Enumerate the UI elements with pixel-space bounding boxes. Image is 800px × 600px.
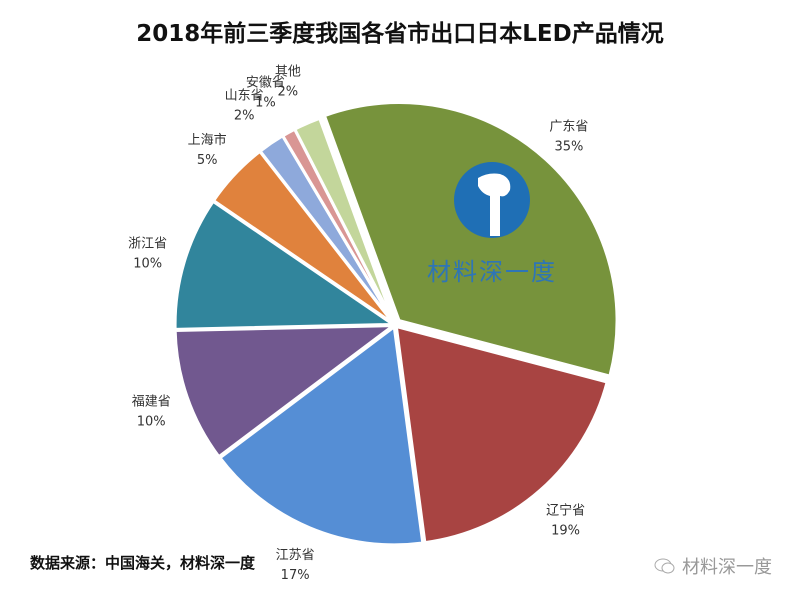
slice-label: 上海市	[188, 132, 227, 148]
slice-label: 广东省	[549, 119, 588, 134]
slice-label: 其他	[275, 64, 301, 79]
data-label: 19%	[551, 524, 580, 539]
watermark: 材料深一度	[654, 553, 772, 579]
slice-label: 浙江省	[128, 237, 167, 252]
slice-label: 福建省	[132, 394, 171, 409]
pie-slice-3	[173, 324, 398, 459]
pie-slice-0	[322, 101, 619, 378]
slice-label: 安徽省	[246, 75, 285, 90]
slice-label: 辽宁省	[546, 503, 585, 519]
data-label: 17%	[281, 568, 310, 583]
data-label: 2%	[278, 84, 299, 99]
slice-label: 江苏省	[276, 547, 315, 563]
chart-title: 2018年前三季度我国各省市出口日本LED产品情况	[136, 21, 664, 47]
data-label: 10%	[137, 414, 166, 429]
data-label: 35%	[554, 139, 583, 154]
data-label: 1%	[255, 95, 276, 110]
data-label: 2%	[234, 108, 255, 123]
pie-slice-2	[217, 324, 425, 547]
data-label: 10%	[133, 257, 162, 272]
wechat-icon	[654, 558, 675, 574]
source-note: 数据来源：中国海关，材料深一度	[30, 554, 256, 572]
watermark-text: 材料深一度	[682, 557, 772, 578]
pie-slice-4	[173, 199, 398, 331]
pie-slice-8	[292, 116, 396, 324]
logo: 材料深一度	[427, 162, 557, 286]
data-label: 5%	[197, 153, 218, 168]
logo-text: 材料深一度	[427, 258, 557, 286]
slice-label: 山东省	[225, 88, 264, 103]
pie-slice-1	[394, 324, 609, 545]
